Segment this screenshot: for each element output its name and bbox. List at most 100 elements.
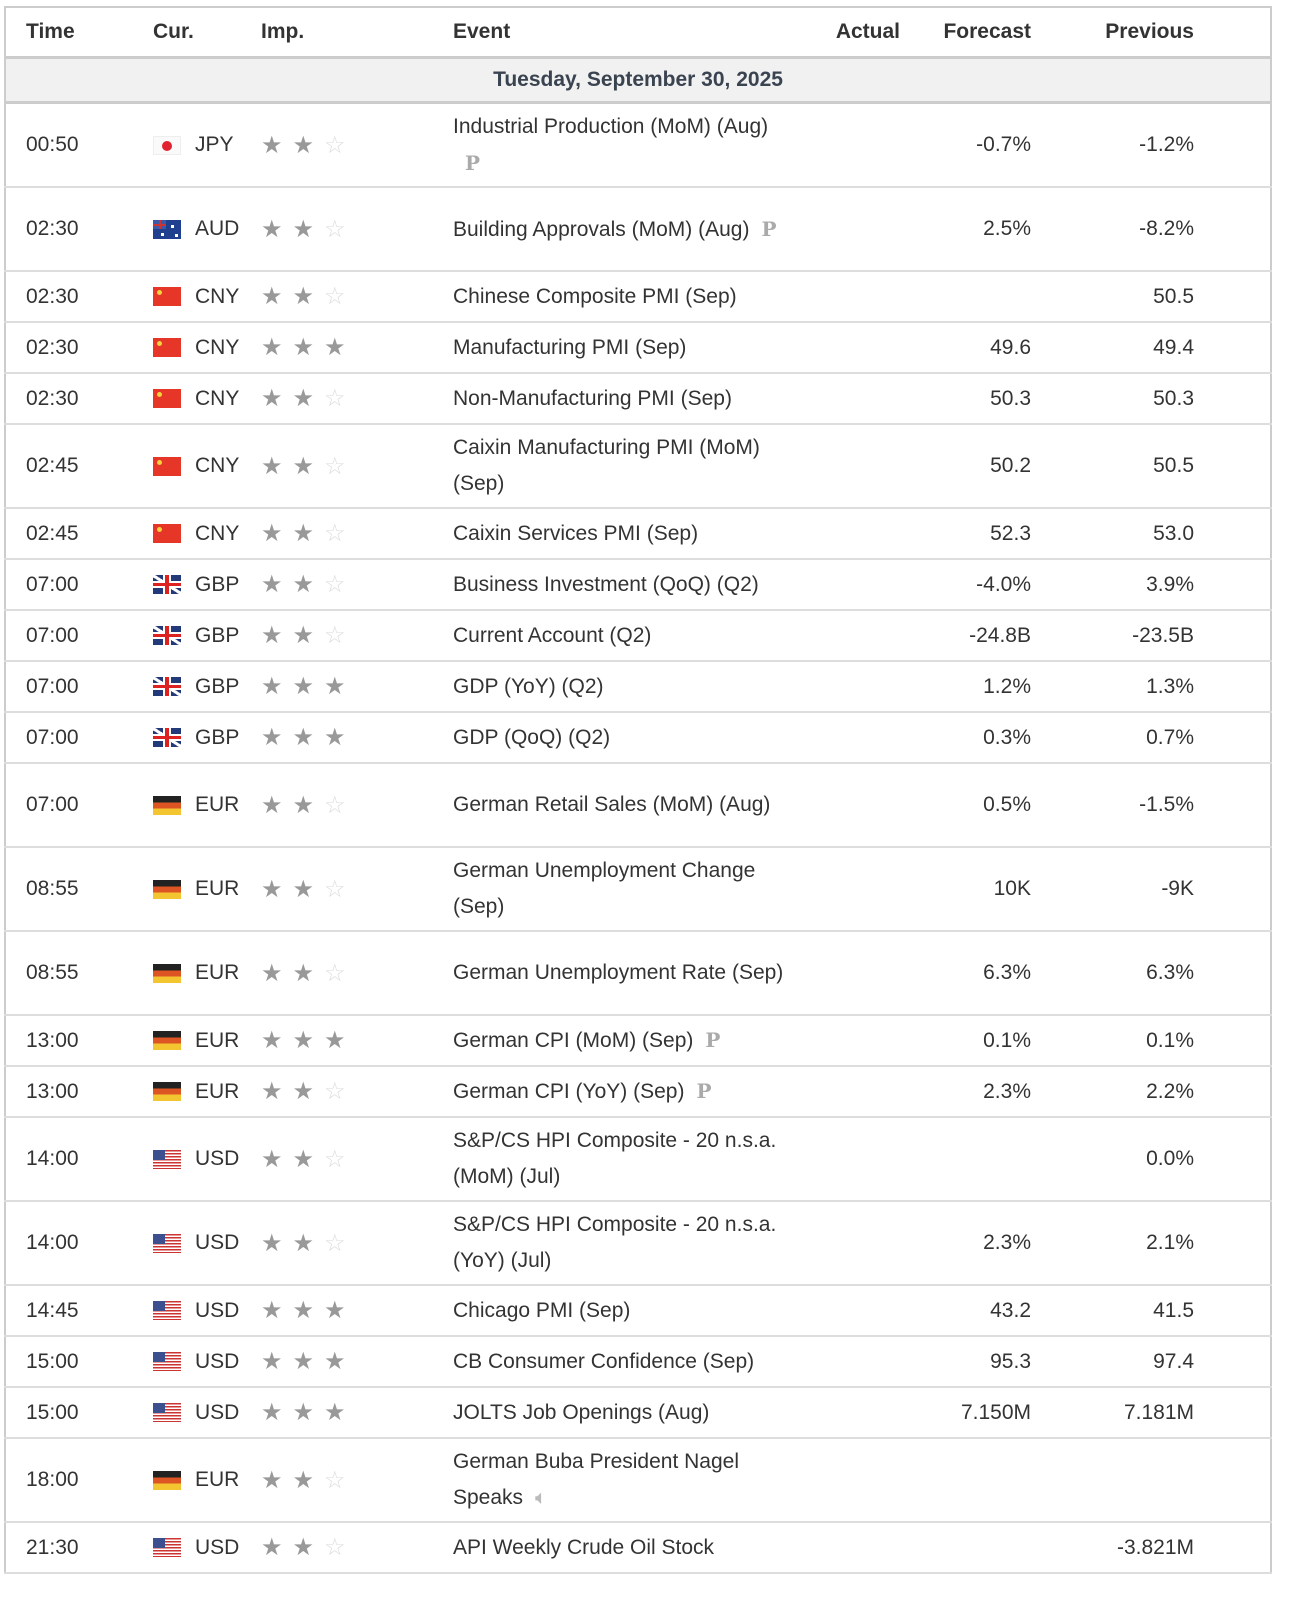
table-row[interactable]: 07:00 EUR ★ ★ ☆ German Retail Sales (MoM) …	[5, 763, 1271, 848]
table-row[interactable]: 15:00 USD ★ ★ ★ JOLTS Job Openings (Aug) 7…	[5, 1387, 1271, 1439]
currency-code: GBP	[195, 725, 240, 749]
star-icon: ☆	[324, 622, 346, 649]
table-row[interactable]: 02:30 AUD ★ ★ ☆ Building Approvals (MoM) (…	[5, 187, 1271, 272]
event-name[interactable]: German Buba President Nagel Speaks	[453, 1450, 739, 1509]
table-row[interactable]: 07:00 GBP ★ ★ ★ GDP (QoQ) (Q2) 0.3% 0.7%	[5, 712, 1271, 764]
event-name[interactable]: S&P/CS HPI Composite - 20 n.s.a. (MoM) (…	[453, 1129, 777, 1188]
table-row[interactable]: 13:00 EUR ★ ★ ★ German CPI (MoM) (Sep) P 0.…	[5, 1015, 1271, 1067]
event-name[interactable]: Caixin Manufacturing PMI (MoM) (Sep)	[453, 436, 760, 495]
event-name[interactable]: Chinese Composite PMI (Sep)	[453, 284, 737, 308]
star-icon: ★	[292, 1297, 315, 1324]
event-name[interactable]: Industrial Production (MoM) (Aug)	[453, 114, 769, 138]
event-cell: Non-Manufacturing PMI (Sep)	[433, 373, 808, 425]
header-event[interactable]: Event	[433, 7, 808, 59]
event-name[interactable]: GDP (QoQ) (Q2)	[453, 725, 611, 749]
event-name[interactable]: Chicago PMI (Sep)	[453, 1298, 631, 1322]
time-cell: 02:30	[5, 187, 133, 272]
table-row[interactable]: 14:00 USD ★ ★ ☆ S&P/CS HPI Composite - 20 …	[5, 1201, 1271, 1286]
table-row[interactable]: 02:30 CNY ★ ★ ★ Manufacturing PMI (Sep) 49…	[5, 322, 1271, 374]
star-icon: ★	[292, 452, 315, 480]
star-icon: ★	[292, 520, 315, 547]
table-row[interactable]: 07:00 GBP ★ ★ ☆ Business Investment (QoQ) …	[5, 559, 1271, 611]
forecast-cell: 0.3%	[904, 712, 1035, 764]
star-icon: ★	[261, 520, 283, 547]
header-actual[interactable]: Actual	[808, 7, 904, 59]
actual-cell	[808, 271, 904, 323]
table-row[interactable]: 02:30 CNY ★ ★ ☆ Non-Manufacturing PMI (Sep…	[5, 373, 1271, 425]
header-importance[interactable]: Imp.	[261, 7, 433, 59]
time-cell: 02:30	[5, 271, 133, 323]
star-icon: ★	[292, 571, 315, 598]
previous-cell: 49.4	[1035, 322, 1198, 374]
event-name[interactable]: German Retail Sales (MoM) (Aug)	[453, 793, 771, 816]
currency-code: CNY	[195, 454, 240, 477]
event-name[interactable]: German CPI (MoM) (Sep)	[453, 1029, 694, 1052]
table-row[interactable]: 02:45 CNY ★ ★ ☆ Caixin Manufacturing PMI (…	[5, 424, 1271, 509]
event-name[interactable]: API Weekly Crude Oil Stock	[453, 1535, 715, 1559]
event-cell: German CPI (YoY) (Sep) P	[433, 1066, 808, 1118]
event-name[interactable]: German Unemployment Rate (Sep)	[453, 961, 784, 984]
currency-code: USD	[195, 1400, 240, 1424]
table-row[interactable]: 14:45 USD ★ ★ ★ Chicago PMI (Sep) 43.2 41.…	[5, 1285, 1271, 1337]
currency-code: EUR	[195, 1028, 240, 1052]
event-cell: German CPI (MoM) (Sep) P	[433, 1015, 808, 1067]
flag-gbp-icon	[153, 677, 181, 697]
time-cell: 07:00	[5, 559, 133, 611]
table-row[interactable]: 18:00 EUR ★ ★ ☆ German Buba President Nage…	[5, 1438, 1271, 1523]
time-cell: 08:55	[5, 847, 133, 932]
header-currency[interactable]: Cur.	[133, 7, 261, 59]
spacer-cell	[1198, 610, 1271, 662]
importance-cell: ★ ★ ☆	[261, 1438, 433, 1523]
header-time[interactable]: Time	[5, 7, 133, 59]
importance-cell: ★ ★ ☆	[261, 847, 433, 932]
table-row[interactable]: 07:00 GBP ★ ★ ★ GDP (YoY) (Q2) 1.2% 1.3%	[5, 661, 1271, 713]
actual-cell	[808, 559, 904, 611]
table-row[interactable]: 08:55 EUR ★ ★ ☆ German Unemployment Rate (…	[5, 931, 1271, 1016]
event-name[interactable]: JOLTS Job Openings (Aug)	[453, 1400, 710, 1424]
star-icon: ☆	[324, 1078, 346, 1105]
table-row[interactable]: 21:30 USD ★ ★ ☆ API Weekly Crude Oil Stock…	[5, 1522, 1271, 1574]
currency-cell: EUR	[133, 1015, 261, 1067]
event-name[interactable]: S&P/CS HPI Composite - 20 n.s.a. (YoY) (…	[453, 1213, 777, 1272]
event-name[interactable]: Building Approvals (MoM) (Aug)	[453, 217, 750, 241]
spacer-cell	[1198, 559, 1271, 611]
currency-cell: USD	[133, 1201, 261, 1286]
header-forecast[interactable]: Forecast	[904, 7, 1035, 59]
currency-cell: EUR	[133, 847, 261, 932]
event-cell: JOLTS Job Openings (Aug)	[433, 1387, 808, 1439]
table-row[interactable]: 00:50 JPY ★ ★ ☆ Industrial Production (MoM…	[5, 102, 1271, 188]
spacer-cell	[1198, 712, 1271, 764]
previous-cell: 7.181M	[1035, 1387, 1198, 1439]
importance-cell: ★ ★ ☆	[261, 271, 433, 323]
table-row[interactable]: 07:00 GBP ★ ★ ☆ Current Account (Q2) -24.8…	[5, 610, 1271, 662]
star-icon: ★	[261, 452, 283, 480]
previous-cell: 2.2%	[1035, 1066, 1198, 1118]
event-name[interactable]: GDP (YoY) (Q2)	[453, 674, 604, 698]
event-name[interactable]: CB Consumer Confidence (Sep)	[453, 1349, 755, 1373]
event-name[interactable]: Manufacturing PMI (Sep)	[453, 335, 687, 359]
table-row[interactable]: 02:45 CNY ★ ★ ☆ Caixin Services PMI (Sep) …	[5, 508, 1271, 560]
currency-cell: EUR	[133, 1066, 261, 1118]
event-name[interactable]: Caixin Services PMI (Sep)	[453, 521, 699, 545]
currency-cell: CNY	[133, 424, 261, 509]
event-name[interactable]: Current Account (Q2)	[453, 623, 652, 647]
flag-cny-icon	[153, 338, 181, 358]
time-cell: 14:00	[5, 1117, 133, 1202]
event-name[interactable]: German Unemployment Change (Sep)	[453, 859, 756, 918]
table-row[interactable]: 14:00 USD ★ ★ ☆ S&P/CS HPI Composite - 20 …	[5, 1117, 1271, 1202]
importance-cell: ★ ★ ☆	[261, 424, 433, 509]
time-cell: 02:45	[5, 508, 133, 560]
header-previous[interactable]: Previous	[1035, 7, 1198, 59]
event-name[interactable]: Business Investment (QoQ) (Q2)	[453, 572, 759, 596]
star-icon: ★	[261, 1466, 283, 1494]
forecast-cell: 2.5%	[904, 187, 1035, 272]
previous-cell: 97.4	[1035, 1336, 1198, 1388]
table-row[interactable]: 02:30 CNY ★ ★ ☆ Chinese Composite PMI (Sep…	[5, 271, 1271, 323]
event-name[interactable]: Non-Manufacturing PMI (Sep)	[453, 386, 732, 410]
table-row[interactable]: 15:00 USD ★ ★ ★ CB Consumer Confidence (Se…	[5, 1336, 1271, 1388]
flag-eur-icon	[153, 1082, 181, 1102]
table-row[interactable]: 13:00 EUR ★ ★ ☆ German CPI (YoY) (Sep) P 2.…	[5, 1066, 1271, 1118]
event-cell: German Buba President Nagel Speaks 🔈︎	[433, 1438, 808, 1523]
event-name[interactable]: German CPI (YoY) (Sep)	[453, 1080, 685, 1103]
table-row[interactable]: 08:55 EUR ★ ★ ☆ German Unemployment Change…	[5, 847, 1271, 932]
